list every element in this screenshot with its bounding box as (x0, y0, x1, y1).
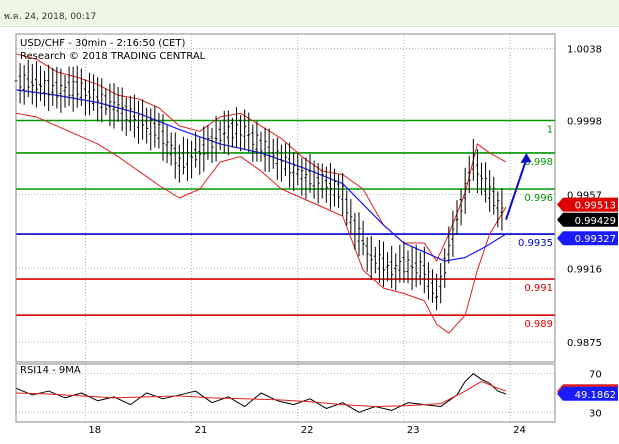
chart-subtitle: Research © 2018 TRADING CENTRAL (20, 51, 206, 62)
y-tick-label: 0.9957 (567, 190, 602, 201)
price-tag: 0.99429 (575, 216, 616, 227)
price-tag: 0.99327 (575, 234, 616, 245)
bollinger-upper-line (15, 53, 507, 262)
level-label: 0.989 (524, 319, 553, 330)
timestamp-bar: พ.ค. 24, 2018, 00:17 (0, 0, 619, 27)
y-tick-label: 0.9998 (567, 117, 602, 128)
rsi-tag: 49.1862 (575, 390, 616, 401)
series (14, 53, 532, 413)
x-tick-label: 18 (88, 425, 101, 436)
forecast-arrow (505, 158, 528, 220)
rsi-tick-label: 70 (589, 370, 602, 381)
price-tag-bg (557, 212, 618, 227)
price-tag: 0.99513 (575, 201, 616, 212)
price-tag-bg (557, 231, 618, 246)
level-label: 0.996 (524, 193, 553, 204)
rsi-tick-label: 30 (589, 408, 602, 419)
axes: 18 21 22 23 24 1.0038 0.9998 0.9957 0.9916 0.9875… (15, 33, 618, 436)
level-label: 1 (547, 125, 553, 136)
y-tick-label: 1.0038 (567, 44, 602, 55)
main-plot-frame (15, 33, 556, 363)
price-tag-bg (557, 197, 618, 212)
rsi-title: RSI14 - 9MA (20, 365, 81, 376)
rsi-line (15, 373, 507, 413)
rsi-plot-frame (15, 363, 556, 423)
forecast-arrow-head (520, 152, 532, 163)
rsi-tag-bg (557, 386, 618, 401)
moving-average-line (15, 89, 507, 262)
level-label: 0.9935 (518, 238, 553, 249)
x-tick-label: 22 (301, 425, 314, 436)
level-label: 0.998 (524, 157, 553, 168)
y-tick-label: 0.9916 (567, 264, 602, 275)
bollinger-lower-line (15, 112, 507, 334)
x-tick-label: 24 (513, 425, 526, 436)
x-tick-label: 21 (195, 425, 208, 436)
chart-title: USD/CHF - 30min - 2:16:50 (CET) (20, 38, 186, 49)
level-label: 0.991 (524, 283, 553, 294)
rsi-ma-line (15, 380, 507, 408)
x-tick-label: 23 (407, 425, 420, 436)
y-tick-label: 0.9875 (567, 338, 602, 349)
timestamp: พ.ค. 24, 2018, 00:17 (4, 12, 97, 22)
